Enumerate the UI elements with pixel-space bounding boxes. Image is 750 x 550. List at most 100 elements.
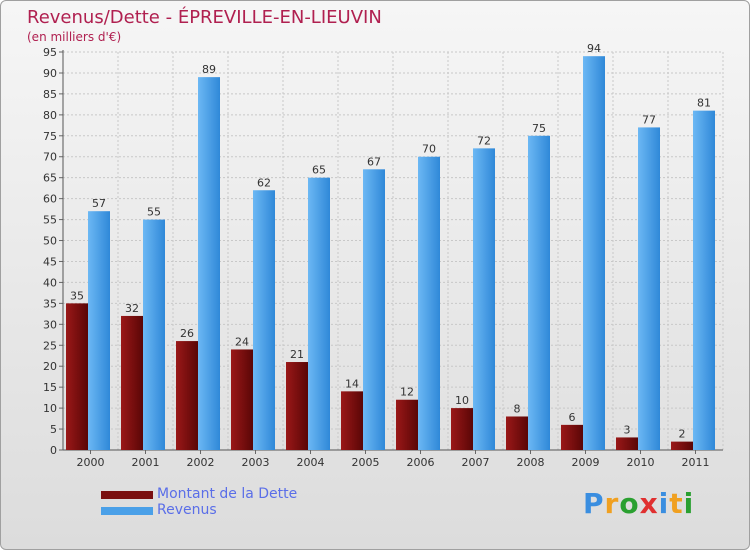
x-tick-label-2006: 2006 [407,456,435,469]
logo-letter: r [604,487,620,520]
x-tick-label-2000: 2000 [77,456,105,469]
value-label-debt-2003: 24 [235,335,249,348]
proxiti-logo: Proxiti [583,487,694,520]
value-label-revenus-2008: 75 [532,122,546,135]
logo-letter: t [669,487,684,520]
value-label-revenus-2010: 77 [642,113,656,126]
bar-revenus-2010 [638,127,660,451]
x-tick-label-2007: 2007 [462,456,490,469]
bar-revenus-2000 [88,211,110,450]
bar-revenus-2002 [198,77,220,450]
chart-subtitle: (en milliers d'€) [27,30,122,44]
y-tick-label: 5 [50,423,57,436]
value-label-revenus-2001: 55 [147,206,161,219]
x-tick-label-2003: 2003 [242,456,270,469]
labels: 0510152025303540455055606570758085909535… [43,42,711,469]
x-tick-label-2011: 2011 [682,456,710,469]
y-tick-label: 0 [50,444,57,457]
bars [66,56,715,451]
bar-debt-2003 [231,349,253,450]
x-tick-label-2005: 2005 [352,456,380,469]
legend-label-revenus: Revenus [157,502,217,518]
bar-debt-2007 [451,408,473,450]
logo-letter: i [658,487,670,520]
value-label-revenus-2011: 81 [697,97,711,110]
chart-title: Revenus/Dette - ÉPREVILLE-EN-LIEUVIN [27,7,382,28]
value-label-debt-2006: 12 [400,386,414,399]
value-label-debt-2010: 3 [624,423,631,436]
y-tick-label: 55 [43,214,57,227]
bar-revenus-2008 [528,135,550,450]
value-label-debt-2008: 8 [514,402,521,415]
legend-label-debt: Montant de la Dette [157,486,298,502]
axes [59,50,723,454]
value-label-revenus-2003: 62 [257,176,271,189]
y-tick-label: 90 [43,67,57,80]
y-tick-label: 80 [43,109,57,122]
grid-lines [62,51,724,451]
value-label-revenus-2006: 70 [422,143,436,156]
bar-revenus-2003 [253,190,275,450]
bar-debt-2005 [341,391,363,450]
bar-debt-2006 [396,399,418,450]
logo-letter: i [683,487,695,520]
bar-debt-2004 [286,362,308,450]
x-tick-label-2010: 2010 [627,456,655,469]
bar-revenus-2007 [473,148,495,450]
bar-revenus-2011 [693,110,715,450]
legend-swatch-revenus [101,507,153,515]
value-label-revenus-2005: 67 [367,155,381,168]
bar-revenus-2004 [308,177,330,450]
bar-revenus-2009 [583,56,605,450]
value-label-revenus-2004: 65 [312,164,326,177]
value-label-revenus-2007: 72 [477,134,491,147]
value-label-debt-2005: 14 [345,377,359,390]
bar-debt-2008 [506,416,528,450]
y-tick-label: 25 [43,339,57,352]
bar-debt-2001 [121,315,143,450]
value-label-debt-2000: 35 [70,289,84,302]
x-tick-label-2004: 2004 [297,456,325,469]
logo-letter: P [583,487,605,520]
y-tick-label: 20 [43,360,57,373]
value-label-revenus-2002: 89 [202,63,216,76]
y-tick-label: 65 [43,172,57,185]
value-label-debt-2011: 2 [679,428,686,441]
logo-letter: o [619,487,640,520]
x-tick-label-2008: 2008 [517,456,545,469]
bar-revenus-2006 [418,156,440,450]
y-tick-label: 70 [43,151,57,164]
y-tick-label: 45 [43,255,57,268]
bar-revenus-2005 [363,169,385,450]
bar-debt-2010 [616,437,638,450]
x-tick-label-2001: 2001 [132,456,160,469]
value-label-debt-2007: 10 [455,394,469,407]
bar-debt-2011 [671,441,693,450]
value-label-revenus-2000: 57 [92,197,106,210]
y-tick-label: 10 [43,402,57,415]
value-label-debt-2001: 32 [125,302,139,315]
y-tick-label: 15 [43,381,57,394]
logo-letter: x [639,487,659,520]
bar-debt-2000 [66,303,88,450]
value-label-debt-2004: 21 [290,348,304,361]
y-tick-label: 30 [43,318,57,331]
y-tick-label: 60 [43,193,57,206]
y-tick-label: 40 [43,276,57,289]
x-tick-label-2002: 2002 [187,456,215,469]
x-tick-label-2009: 2009 [572,456,600,469]
y-tick-label: 50 [43,235,57,248]
value-label-debt-2002: 26 [180,327,194,340]
bar-debt-2002 [176,341,198,450]
y-tick-label: 35 [43,297,57,310]
bar-debt-2009 [561,424,583,450]
value-label-debt-2009: 6 [569,411,576,424]
y-tick-label: 85 [43,88,57,101]
y-tick-label: 95 [43,46,57,59]
y-tick-label: 75 [43,130,57,143]
bar-revenus-2001 [143,219,165,450]
value-label-revenus-2009: 94 [587,42,601,55]
legend-swatch-debt [101,491,153,499]
